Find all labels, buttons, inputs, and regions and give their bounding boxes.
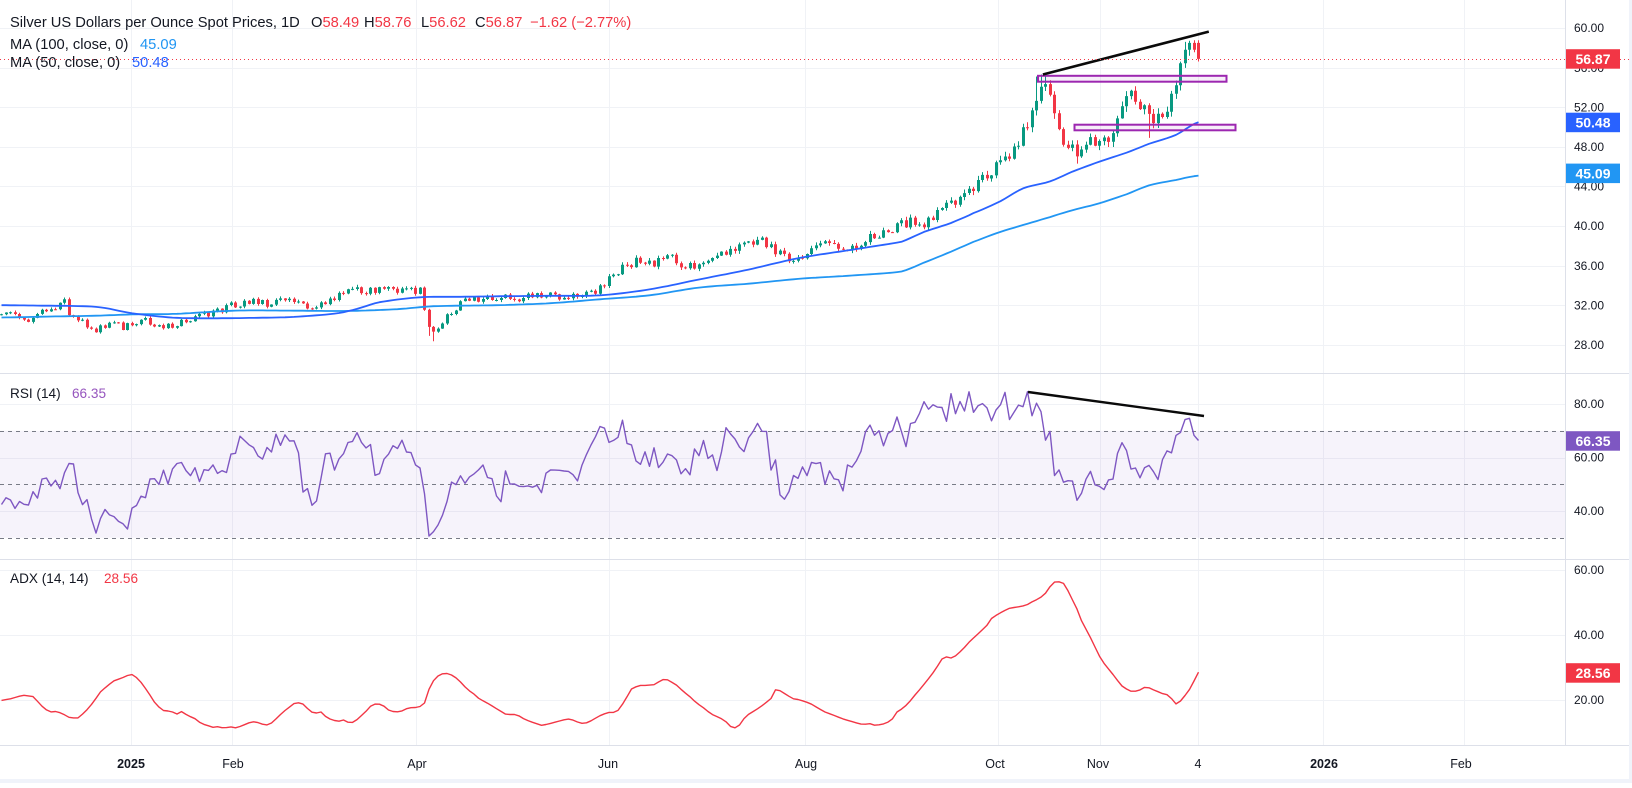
svg-text:80.00: 80.00 <box>1574 397 1604 411</box>
svg-text:ADX (14, 14)28.56: ADX (14, 14) 28.56 <box>10 571 138 586</box>
svg-text:28.00: 28.00 <box>1574 338 1604 352</box>
svg-text:4: 4 <box>1195 757 1202 771</box>
svg-text:40.00: 40.00 <box>1574 628 1604 642</box>
svg-text:Feb: Feb <box>222 757 244 771</box>
svg-text:36.00: 36.00 <box>1574 259 1604 273</box>
svg-text:2025: 2025 <box>117 757 145 771</box>
svg-text:60.00: 60.00 <box>1574 563 1604 577</box>
svg-text:2026: 2026 <box>1310 757 1338 771</box>
svg-text:28.56: 28.56 <box>1575 665 1610 681</box>
svg-text:45.09: 45.09 <box>1575 165 1610 181</box>
svg-text:52.00: 52.00 <box>1574 100 1604 114</box>
svg-text:Oct: Oct <box>985 757 1005 771</box>
svg-text:40.00: 40.00 <box>1574 504 1604 518</box>
svg-text:Feb: Feb <box>1450 757 1472 771</box>
svg-text:48.00: 48.00 <box>1574 140 1604 154</box>
svg-text:Aug: Aug <box>795 757 817 771</box>
svg-text:Nov: Nov <box>1087 757 1110 771</box>
svg-text:RSI (14)66.35: RSI (14) 66.35 <box>10 386 106 401</box>
svg-text:66.35: 66.35 <box>1575 433 1610 449</box>
svg-text:Silver US Dollars per Ounce Sp: Silver US Dollars per Ounce Spot Prices,… <box>10 15 300 31</box>
svg-text:C56.87: C56.87 <box>475 15 522 31</box>
svg-text:L56.62: L56.62 <box>421 15 466 31</box>
svg-text:32.00: 32.00 <box>1574 298 1604 312</box>
svg-text:60.00: 60.00 <box>1574 21 1604 35</box>
svg-text:MA (50, close, 0) 50.48: MA (50, close, 0) 50.48 <box>10 55 169 71</box>
svg-text:H58.76: H58.76 <box>364 15 411 31</box>
svg-text:O58.49: O58.49 <box>311 15 359 31</box>
svg-text:−1.62 (−2.77%): −1.62 (−2.77%) <box>530 15 631 31</box>
svg-text:40.00: 40.00 <box>1574 219 1604 233</box>
svg-text:Apr: Apr <box>407 757 426 771</box>
svg-text:MA (100, close, 0) 45.09: MA (100, close, 0) 45.09 <box>10 37 177 53</box>
svg-text:Jun: Jun <box>598 757 618 771</box>
svg-text:50.48: 50.48 <box>1575 115 1610 131</box>
svg-text:20.00: 20.00 <box>1574 693 1604 707</box>
svg-text:60.00: 60.00 <box>1574 451 1604 465</box>
svg-text:56.87: 56.87 <box>1575 51 1610 67</box>
